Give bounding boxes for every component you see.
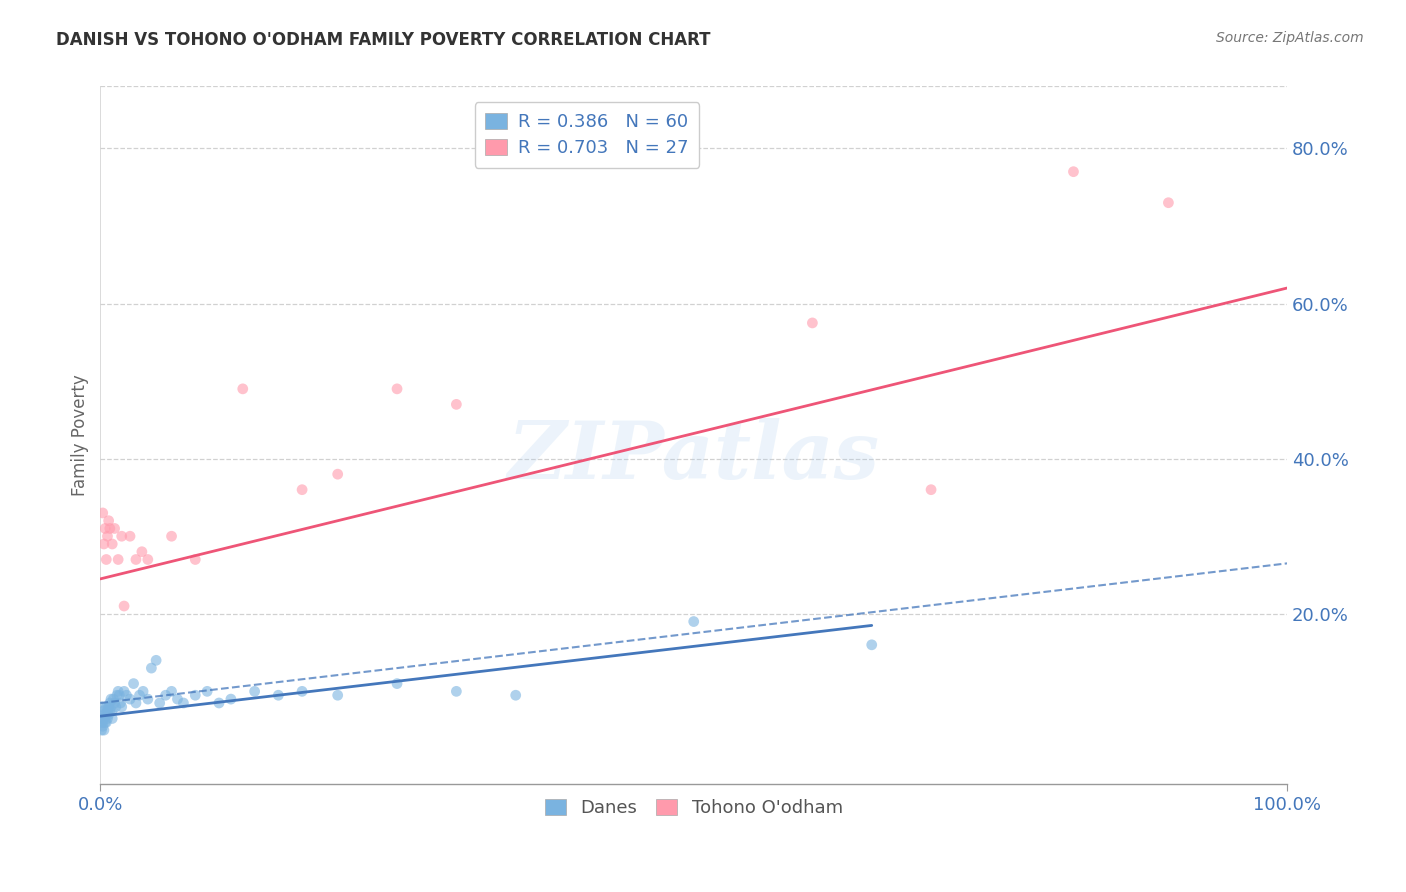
Point — [94, 707, 117, 722]
Point — [112, 599, 135, 613]
Point — [446, 684, 468, 698]
Point — [90, 699, 112, 714]
Point — [115, 688, 138, 702]
Point — [91, 506, 114, 520]
Point — [90, 715, 112, 730]
Point — [96, 699, 118, 714]
Point — [128, 688, 150, 702]
Point — [105, 688, 128, 702]
Point — [160, 529, 183, 543]
Point — [96, 715, 118, 730]
Point — [91, 715, 114, 730]
Point — [291, 684, 314, 698]
Point — [108, 688, 131, 702]
Point — [505, 688, 527, 702]
Point — [166, 692, 188, 706]
Point — [107, 552, 129, 566]
Point — [132, 684, 155, 698]
Point — [103, 692, 125, 706]
Point — [94, 715, 117, 730]
Point — [125, 552, 148, 566]
Point — [267, 688, 290, 702]
Point — [131, 545, 153, 559]
Point — [96, 704, 118, 718]
Point — [122, 676, 145, 690]
Point — [104, 696, 127, 710]
Text: Source: ZipAtlas.com: Source: ZipAtlas.com — [1216, 31, 1364, 45]
Point — [385, 676, 408, 690]
Point — [104, 521, 127, 535]
Point — [172, 696, 194, 710]
Point — [91, 719, 114, 733]
Text: DANISH VS TOHONO O'ODHAM FAMILY POVERTY CORRELATION CHART: DANISH VS TOHONO O'ODHAM FAMILY POVERTY … — [56, 31, 711, 49]
Point — [112, 684, 135, 698]
Point — [155, 688, 177, 702]
Point — [136, 692, 159, 706]
Legend: Danes, Tohono O'odham: Danes, Tohono O'odham — [537, 791, 851, 824]
Point — [219, 692, 242, 706]
Point — [110, 696, 132, 710]
Point — [1062, 164, 1084, 178]
Point — [243, 684, 266, 698]
Point — [93, 537, 115, 551]
Point — [100, 699, 122, 714]
Point — [184, 552, 207, 566]
Point — [232, 382, 254, 396]
Point — [98, 704, 121, 718]
Point — [93, 711, 115, 725]
Text: ZIPatlas: ZIPatlas — [508, 417, 880, 495]
Point — [111, 699, 134, 714]
Y-axis label: Family Poverty: Family Poverty — [72, 375, 89, 496]
Point — [118, 692, 141, 706]
Point — [98, 521, 121, 535]
Point — [160, 684, 183, 698]
Point — [1157, 195, 1180, 210]
Point — [125, 696, 148, 710]
Point — [96, 552, 118, 566]
Point — [149, 696, 172, 710]
Point — [184, 688, 207, 702]
Point — [97, 514, 120, 528]
Point — [326, 467, 349, 482]
Point — [860, 638, 883, 652]
Point — [920, 483, 942, 497]
Point — [208, 696, 231, 710]
Point — [104, 699, 127, 714]
Point — [101, 711, 124, 725]
Point — [118, 529, 141, 543]
Point — [100, 692, 122, 706]
Point — [93, 723, 115, 738]
Point — [96, 707, 118, 722]
Point — [101, 704, 124, 718]
Point — [141, 661, 163, 675]
Point — [98, 696, 121, 710]
Point — [96, 529, 118, 543]
Point — [93, 704, 115, 718]
Point — [97, 707, 120, 722]
Point — [97, 699, 120, 714]
Point — [96, 711, 118, 725]
Point — [90, 723, 112, 738]
Point — [195, 684, 218, 698]
Point — [111, 529, 134, 543]
Point — [145, 653, 167, 667]
Point — [446, 397, 468, 411]
Point — [136, 552, 159, 566]
Point — [326, 688, 349, 702]
Point — [801, 316, 824, 330]
Point — [101, 537, 124, 551]
Point — [291, 483, 314, 497]
Point — [107, 684, 129, 698]
Point — [682, 615, 704, 629]
Point — [91, 707, 114, 722]
Point — [94, 521, 117, 535]
Point — [385, 382, 408, 396]
